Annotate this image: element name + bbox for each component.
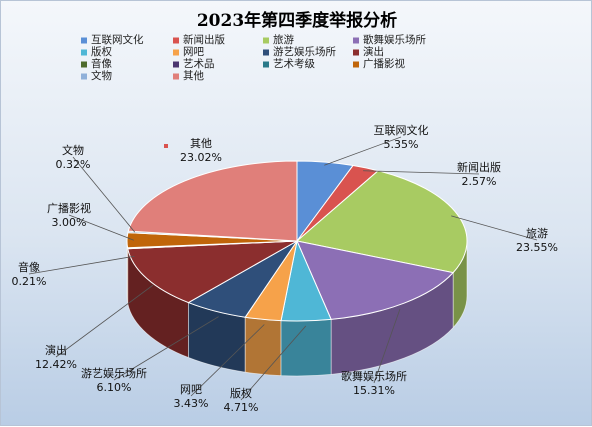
data-label-value: 12.42% [35,358,77,371]
data-label-name: 旅游 [526,226,548,240]
data-label-value: 3.00% [52,216,87,229]
legend-swatch [173,50,179,56]
data-label-name: 游艺娱乐场所 [81,366,147,380]
data-label-name: 网吧 [180,383,202,396]
data-label-value: 4.71% [224,401,259,414]
legend-item: 游艺娱乐场所 [263,45,336,58]
legend-item: 演出 [353,45,384,58]
legend-swatch [353,62,359,68]
legend-label: 互联网文化 [91,33,144,46]
data-label-value: 23.55% [516,241,558,254]
legend-label: 演出 [363,45,384,58]
legend-swatch [173,62,179,68]
data-label-value: 2.57% [462,175,497,188]
legend-label: 艺术品 [183,58,215,70]
legend-label: 游艺娱乐场所 [273,45,336,58]
data-label-name: 演出 [45,343,67,357]
data-label-value: 5.35% [384,138,419,151]
data-label-value: 3.43% [174,397,209,410]
legend-item: 其他 [173,69,204,82]
legend-label: 其他 [183,69,204,82]
legend-swatch [173,74,179,80]
legend-item: 艺术品 [173,58,215,70]
data-label-value: 23.02% [180,151,222,164]
legend-swatch [263,50,269,56]
data-label-name: 文物 [62,143,84,157]
legend-swatch [353,50,359,56]
legend-label: 广播影视 [363,57,405,70]
legend-label: 歌舞娱乐场所 [363,33,426,46]
data-label-value: 0.32% [56,158,91,171]
legend-swatch [81,62,87,68]
legend-item: 广播影视 [353,57,405,70]
legend-label: 艺术考级 [273,58,315,70]
legend-label: 网吧 [183,46,204,58]
legend-item: 版权 [81,45,112,58]
data-label-name: 版权 [230,386,252,400]
legend-swatch [81,50,87,56]
legend-item: 歌舞娱乐场所 [353,33,426,46]
legend-swatch [81,38,87,44]
legend-label: 旅游 [273,33,294,46]
leader-line [29,256,134,274]
legend-swatch [173,38,179,44]
legend-item: 旅游 [263,33,294,46]
label-marker [164,144,168,148]
legend-swatch [81,74,87,80]
pie-slices [127,161,467,321]
data-label-value: 0.21% [12,275,47,288]
data-label-name: 新闻出版 [457,160,501,174]
pie-slice-side [281,319,331,376]
data-label: 网吧3.43% [174,383,209,410]
data-label-value: 6.10% [97,381,132,394]
legend-swatch [263,38,269,44]
legend-swatch [353,38,359,44]
data-label-name: 广播影视 [47,201,91,215]
legend-label: 音像 [91,57,112,70]
data-label-name: 互联网文化 [374,123,429,137]
pie-slice [128,161,297,241]
chart-title: 2023年第四季度举报分析 [197,10,397,31]
legend-label: 新闻出版 [183,33,225,46]
data-label-value: 15.31% [353,384,395,397]
legend-swatch [263,62,269,68]
legend-label: 文物 [91,69,112,82]
data-label-name: 其他 [190,137,212,150]
legend-item: 新闻出版 [173,33,225,46]
legend-label: 版权 [91,45,112,58]
data-label-name: 音像 [18,260,40,274]
legend-item: 互联网文化 [81,33,144,46]
legend-item: 艺术考级 [263,58,315,70]
data-label-name: 歌舞娱乐场所 [341,369,407,383]
legend-item: 网吧 [173,46,204,58]
legend-item: 文物 [81,69,112,82]
legend-item: 音像 [81,57,112,70]
